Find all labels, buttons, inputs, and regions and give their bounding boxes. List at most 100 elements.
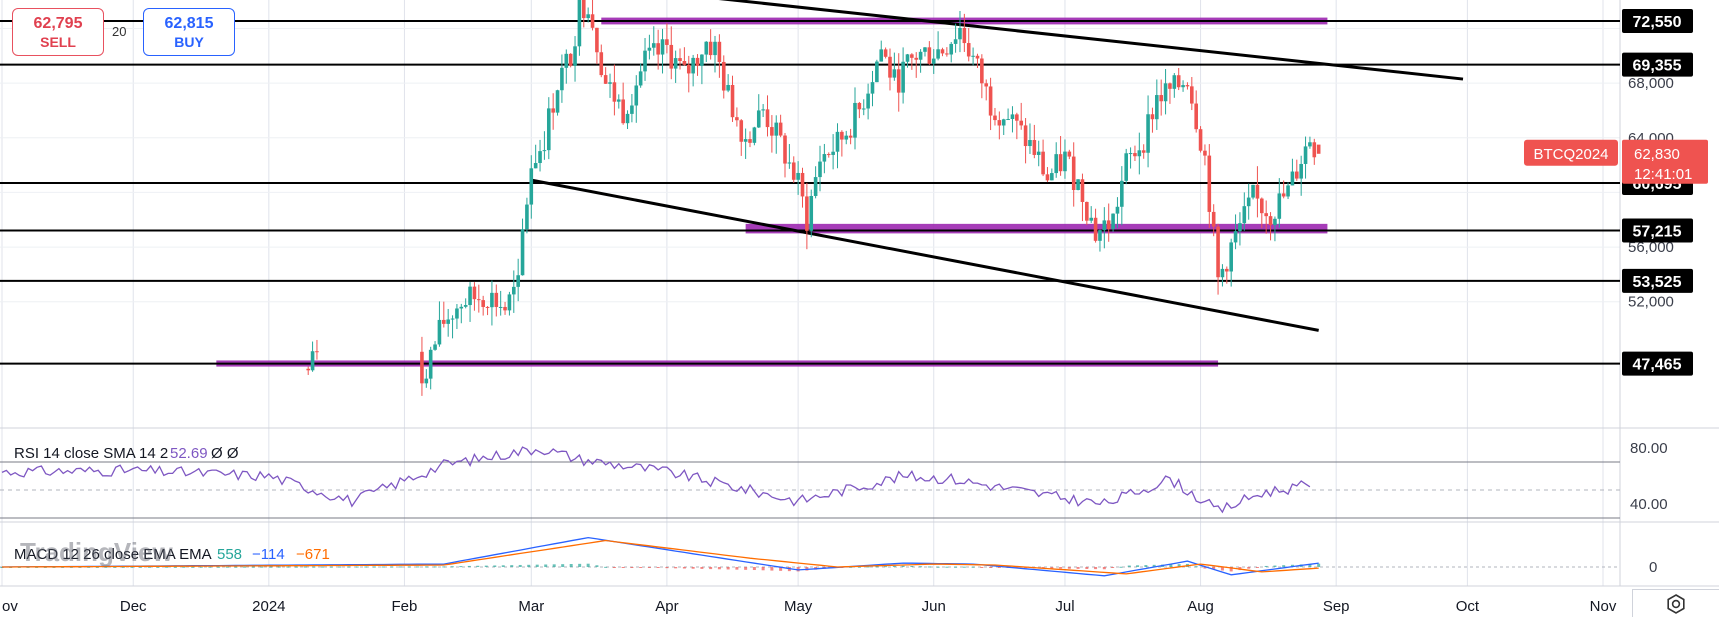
candle-body xyxy=(455,308,459,319)
macd-histogram-bar xyxy=(269,566,273,568)
candle-body xyxy=(1028,140,1032,147)
candle-body xyxy=(1080,179,1085,202)
price-tick-label: 56,000 xyxy=(1628,239,1674,256)
macd-histogram-bar xyxy=(225,566,229,568)
time-axis-label: Nov xyxy=(1590,598,1617,615)
macd-histogram-bar xyxy=(321,566,325,568)
macd-histogram-bar xyxy=(779,567,783,571)
macd-histogram-bar xyxy=(997,567,1001,568)
candle-body xyxy=(1045,174,1050,181)
macd-histogram-bar xyxy=(95,566,99,568)
candle-body xyxy=(892,69,897,78)
candle-body xyxy=(1076,179,1080,191)
last-price-tag xyxy=(1622,139,1708,184)
candle-body xyxy=(984,83,989,87)
candle-body xyxy=(1299,163,1303,179)
macd-histogram-bar xyxy=(1094,567,1098,570)
candle-body xyxy=(603,75,608,84)
macd-histogram-bar xyxy=(450,566,454,568)
macd-histogram-bar xyxy=(493,565,497,567)
candle-body xyxy=(822,154,827,162)
candle-body xyxy=(1085,201,1089,221)
macd-histogram-bar xyxy=(286,566,290,568)
macd-histogram-bar xyxy=(569,564,573,567)
candle-body xyxy=(555,90,560,113)
time-axis-label: Mar xyxy=(518,598,544,615)
macd-histogram-bar xyxy=(857,566,861,568)
sell-price: 62,795 xyxy=(33,15,83,32)
candle-body xyxy=(896,69,901,93)
time-axis-label: Feb xyxy=(392,598,418,615)
candle-body xyxy=(1120,180,1124,207)
candle-body xyxy=(1010,114,1015,120)
candle-body xyxy=(914,57,919,60)
candle-body xyxy=(1255,184,1260,199)
candle-body xyxy=(1019,120,1024,126)
candle-body xyxy=(1264,213,1268,217)
settings-button[interactable] xyxy=(1632,589,1719,617)
rsi-line xyxy=(1,446,1311,514)
spread-value: 20 xyxy=(112,24,127,39)
candle-body xyxy=(678,58,682,62)
macd-histogram-bar xyxy=(665,567,669,569)
candle-body xyxy=(708,41,713,56)
macd-histogram-bar xyxy=(621,567,625,568)
candle-body xyxy=(962,28,967,44)
buy-button[interactable]: 62,815 BUY xyxy=(143,8,235,56)
candle-body xyxy=(516,275,520,287)
candle-body xyxy=(1133,153,1137,157)
candle-body xyxy=(1163,83,1168,102)
macd-histogram-bar xyxy=(1212,567,1216,570)
candle-body xyxy=(875,61,879,83)
candle-body xyxy=(726,84,730,91)
macd-histogram-bar xyxy=(1264,565,1268,567)
candle-body xyxy=(1071,156,1076,191)
macd-histogram-bar xyxy=(927,566,931,568)
candle-body xyxy=(665,39,669,45)
macd-histogram-bar xyxy=(561,564,565,567)
macd-histogram-bar xyxy=(770,567,774,571)
candle-body xyxy=(1211,211,1216,227)
macd-histogram-bar xyxy=(1255,567,1259,568)
candle-body xyxy=(1172,75,1177,89)
candle-body xyxy=(721,61,726,91)
macd-histogram-bar xyxy=(1067,567,1071,569)
candle-body xyxy=(910,54,914,58)
gear-icon xyxy=(1667,593,1685,614)
sell-button[interactable]: 62,795 SELL xyxy=(12,8,104,56)
macd-histogram-bar xyxy=(121,566,125,568)
candle-body xyxy=(673,58,678,69)
candle-body xyxy=(485,306,490,308)
candle-body xyxy=(1006,119,1010,121)
candle-body xyxy=(437,319,442,345)
candle-body xyxy=(420,351,424,384)
candle-body xyxy=(997,120,1002,126)
candle-body xyxy=(459,306,464,309)
time-axis-label: 2024 xyxy=(252,598,285,615)
macd-histogram-bar xyxy=(347,566,351,568)
candle-body xyxy=(1124,153,1128,181)
candle-body xyxy=(695,57,700,66)
candle-body xyxy=(1286,185,1290,197)
trendline xyxy=(531,178,1319,332)
candle-body xyxy=(953,39,958,44)
macd-histogram-bar xyxy=(303,566,307,568)
macd-histogram-bar xyxy=(1247,567,1251,569)
macd-histogram-bar xyxy=(945,566,949,568)
macd-histogram-bar xyxy=(884,566,888,568)
macd-histogram-bar xyxy=(1290,564,1294,567)
candle-body xyxy=(507,294,512,311)
macd-histogram-bar xyxy=(849,566,853,568)
macd-histogram-bar xyxy=(1111,567,1115,568)
candle-body xyxy=(805,196,809,231)
candle-body xyxy=(1141,150,1146,153)
candle-body xyxy=(853,102,857,138)
macd-histogram-bar xyxy=(484,565,488,567)
candle-body xyxy=(1268,216,1273,226)
candle-body xyxy=(538,151,542,164)
macd-histogram-bar xyxy=(139,566,143,568)
candle-body xyxy=(520,229,525,276)
macd-histogram-bar xyxy=(726,567,730,570)
candle-body xyxy=(1229,242,1233,272)
